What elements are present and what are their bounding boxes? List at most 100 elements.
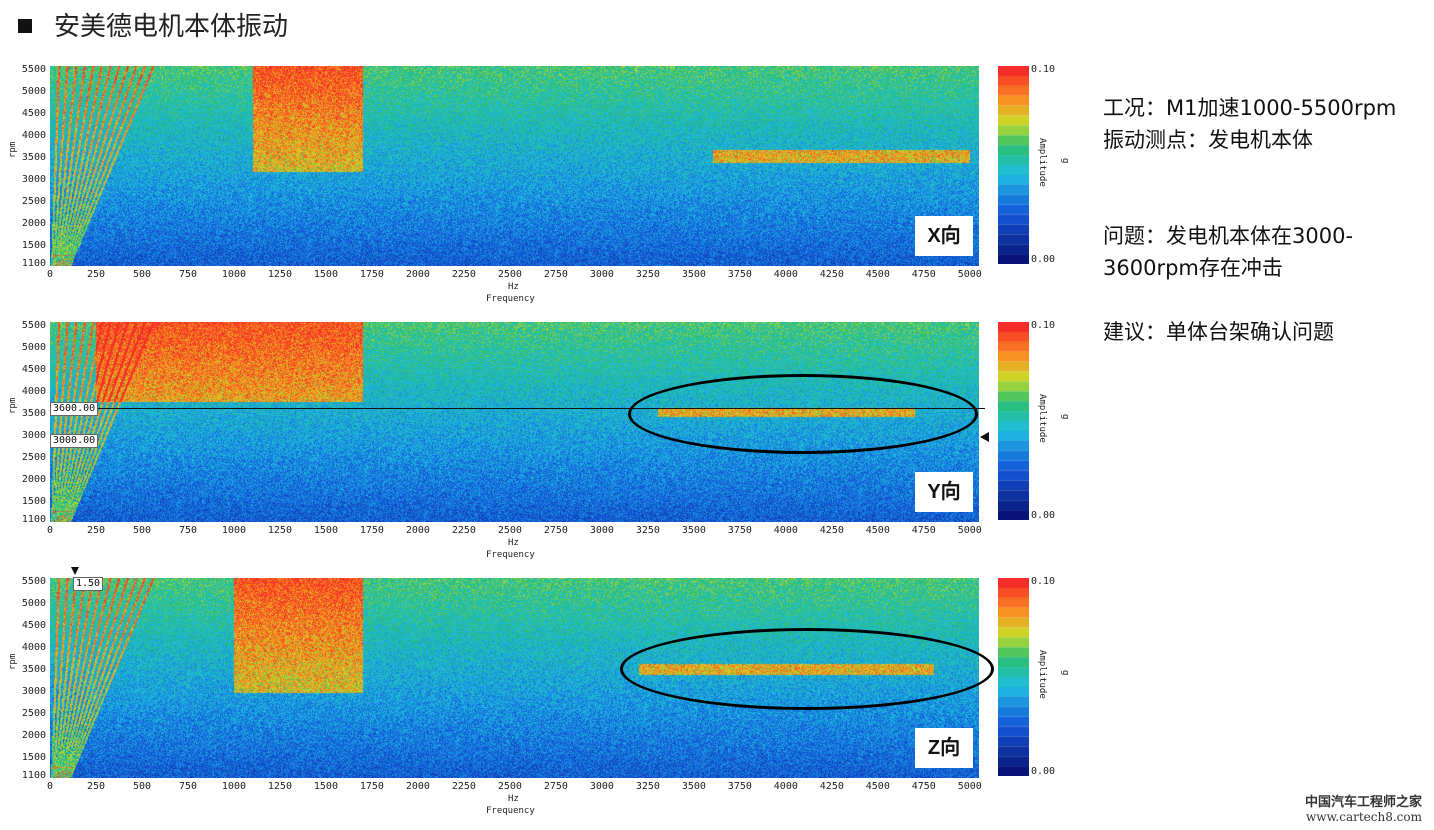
x-tick-label: 3250 (635, 525, 660, 536)
x-tick-label: 4750 (911, 525, 936, 536)
x-tick-label: 750 (178, 781, 197, 792)
x-tick-label: 500 (132, 781, 151, 792)
x-tick-label: 250 (86, 525, 106, 536)
x-tick-label: 3500 (681, 525, 706, 536)
colorbar (998, 322, 1029, 520)
y-tick-label: 5500 (21, 64, 46, 76)
colorbar-title: Amplitude (1037, 394, 1047, 443)
y-tick-label: 2500 (21, 196, 46, 208)
note-line-3: 问题：发电机本体在3000- (1103, 224, 1354, 248)
cursor-line-3600[interactable] (50, 408, 985, 409)
x-tick-label: 5000 (957, 781, 982, 792)
spectrogram-plot[interactable] (50, 66, 979, 266)
colorbar-unit: g (1060, 670, 1070, 676)
y-tick-label: 3500 (21, 408, 46, 420)
y-axis-label: rpm (8, 653, 18, 670)
y-tick-label: 4500 (21, 108, 46, 120)
x-tick-label: 2250 (451, 781, 476, 792)
note-line-4: 3600rpm存在冲击 (1103, 256, 1283, 280)
x-tick-label: 2500 (497, 269, 522, 280)
y-tick-label: 3500 (21, 152, 46, 164)
direction-label: X向 (915, 216, 973, 256)
cursor-handle-icon[interactable] (980, 432, 989, 442)
direction-label: Y向 (915, 472, 973, 512)
colorbar-max-label: 0.10 (1031, 64, 1056, 75)
y-axis-label: rpm (8, 141, 18, 158)
x-tick-label: 3250 (635, 781, 660, 792)
x-tick-label: 2750 (543, 525, 568, 536)
y-tick-label: 4000 (21, 130, 46, 142)
x-tick-label: 2750 (543, 269, 568, 280)
x-tick-label: 1500 (313, 269, 338, 280)
note-line-1: 工况：M1加速1000-5500rpm (1103, 96, 1397, 120)
y-tick-label: 3000 (21, 430, 46, 442)
watermark-url: www.cartech8.com (1306, 810, 1422, 824)
x-tick-label: 2500 (497, 525, 522, 536)
cursor-label-3000[interactable]: 3000.00 (50, 434, 99, 448)
x-tick-label: 4250 (819, 781, 844, 792)
x-tick-label: 250 (86, 781, 106, 792)
order-cursor-handle-icon[interactable] (71, 567, 79, 575)
colorbar-max-label: 0.10 (1031, 576, 1056, 587)
x-tick-label: 1000 (221, 781, 246, 792)
x-tick-label: 1750 (359, 781, 384, 792)
colorbar (998, 578, 1029, 776)
colorbar-max-label: 0.10 (1031, 320, 1056, 331)
x-tick-label: 4500 (865, 269, 890, 280)
x-tick-label: 4250 (819, 269, 844, 280)
x-tick-label: 2500 (497, 781, 522, 792)
x-tick-label: 1500 (313, 781, 338, 792)
x-tick-label: 2000 (405, 781, 430, 792)
x-tick-label: 1250 (267, 269, 292, 280)
y-tick-label: 1500 (21, 752, 46, 764)
x-tick-label: 0 (46, 525, 54, 536)
x-tick-label: 3500 (681, 269, 706, 280)
x-tick-label: 4750 (911, 781, 936, 792)
colorbar-min-label: 0.00 (1031, 254, 1056, 265)
x-tick-label: 1750 (359, 525, 384, 536)
page-title: 安美德电机本体振动 (18, 8, 288, 46)
y-tick-label: 1100 (21, 513, 46, 525)
colorbar-min-label: 0.00 (1031, 510, 1056, 521)
x-tick-label: 4000 (773, 269, 798, 280)
y-tick-label: 4500 (21, 364, 46, 376)
x-tick-label: 3250 (635, 269, 660, 280)
x-tick-label: 4750 (911, 269, 936, 280)
cursor-label-3600[interactable]: 3600.00 (50, 402, 99, 416)
colorbar-title: Amplitude (1037, 650, 1047, 699)
x-tick-label: 3750 (727, 269, 752, 280)
y-tick-label: 2500 (21, 708, 46, 720)
x-tick-label: 4500 (865, 525, 890, 536)
y-tick-label: 4000 (21, 386, 46, 398)
y-tick-label: 2000 (21, 474, 46, 486)
colorbar (998, 66, 1029, 264)
y-axis-label: rpm (8, 397, 18, 414)
x-axis-label: Hz (508, 282, 519, 292)
order-cursor-label[interactable]: 1.50 (73, 577, 104, 591)
y-tick-label: 3500 (21, 664, 46, 676)
x-axis-label-2: Frequency (486, 294, 535, 304)
x-tick-label: 4500 (865, 781, 890, 792)
x-tick-label: 4000 (773, 525, 798, 536)
x-tick-label: 3500 (681, 781, 706, 792)
highlight-ellipse (628, 374, 978, 454)
y-tick-label: 1100 (21, 257, 46, 269)
x-tick-label: 3750 (727, 525, 752, 536)
x-tick-label: 5000 (957, 525, 982, 536)
x-tick-label: 2000 (405, 525, 430, 536)
x-tick-label: 3000 (589, 525, 614, 536)
x-tick-label: 0 (46, 269, 54, 280)
x-tick-label: 2000 (405, 269, 430, 280)
note-line-5: 建议：单体台架确认问题 (1103, 320, 1334, 344)
y-tick-label: 3000 (21, 174, 46, 186)
y-tick-label: 2000 (21, 730, 46, 742)
watermark: 中国汽车工程师之家 www.cartech8.com (1305, 791, 1422, 824)
y-tick-label: 1100 (21, 769, 46, 781)
y-tick-label: 5000 (21, 86, 46, 98)
y-tick-label: 5500 (21, 320, 46, 332)
x-axis-label-2: Frequency (486, 806, 535, 816)
x-tick-label: 1750 (359, 269, 384, 280)
x-tick-label: 1250 (267, 781, 292, 792)
x-tick-label: 1000 (221, 525, 246, 536)
y-tick-label: 1500 (21, 496, 46, 508)
